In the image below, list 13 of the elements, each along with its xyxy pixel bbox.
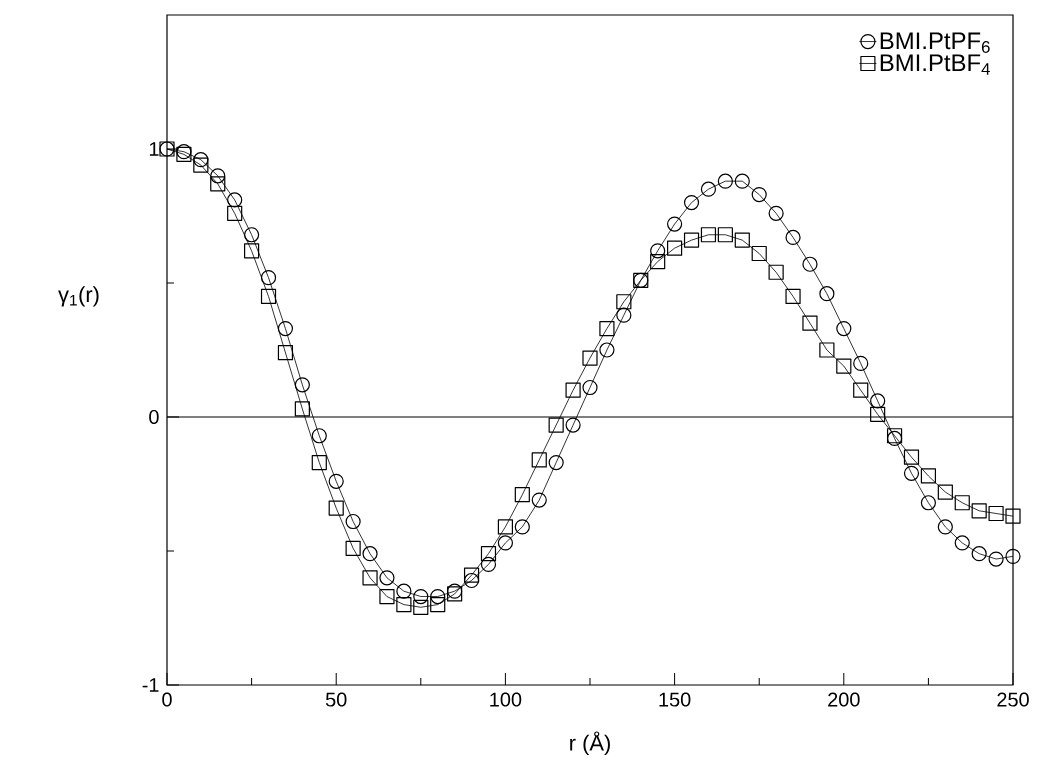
x-tick-label: 50 — [325, 692, 347, 707]
x-tick-label: 100 — [490, 692, 522, 707]
y-axis-title: γ$_{1}$(r) — [58, 286, 99, 307]
x-axis-title: r (Å) — [570, 731, 610, 756]
x-tick-label: 200 — [828, 692, 860, 707]
y-tick-label: -1 — [142, 678, 159, 692]
legend-label: BMI.PtPF$_{6}$ — [880, 32, 990, 53]
y-tick-label: 0 — [149, 409, 159, 425]
legend-label: BMI.PtBF$_{4}$ — [880, 54, 990, 75]
y-tick-label: 1 — [149, 142, 159, 156]
x-tick-label: 250 — [997, 692, 1029, 707]
x-tick-label: 0 — [162, 692, 172, 707]
x-tick-label: 150 — [659, 692, 691, 707]
